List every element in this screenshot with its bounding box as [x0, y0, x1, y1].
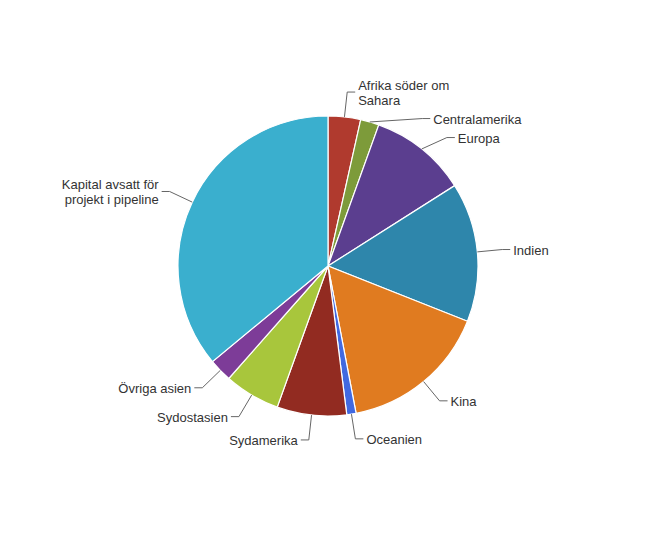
svg-text:Kapital avsatt förprojekt i pi: Kapital avsatt förprojekt i pipeline [62, 176, 159, 206]
svg-text:Övriga asien: Övriga asien [118, 380, 191, 395]
svg-text:Indien: Indien [513, 242, 548, 257]
svg-text:Kina: Kina [451, 393, 478, 408]
svg-text:Afrika söder omSahara: Afrika söder omSahara [358, 77, 449, 107]
svg-text:Sydamerika: Sydamerika [229, 432, 298, 447]
svg-text:Oceanien: Oceanien [366, 431, 422, 446]
svg-text:Centralamerika: Centralamerika [433, 111, 522, 126]
svg-text:Sydostasien: Sydostasien [157, 409, 228, 424]
svg-text:Europa: Europa [458, 130, 501, 145]
